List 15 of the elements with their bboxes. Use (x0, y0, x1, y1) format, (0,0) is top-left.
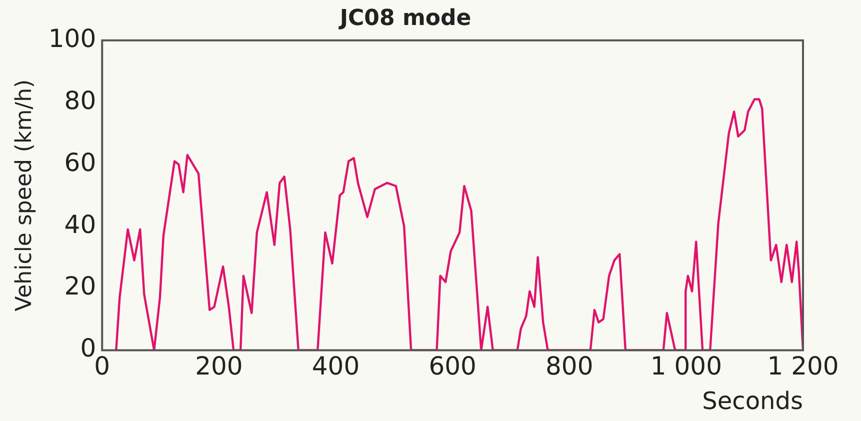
x-tick-label: 1 000 (650, 352, 722, 381)
y-tick-label: 80 (64, 86, 96, 115)
y-axis-title: Vehicle speed (km/h) (12, 79, 37, 312)
y-tick-label: 40 (64, 210, 96, 239)
x-tick-label: 400 (312, 352, 360, 381)
y-tick-label: 60 (64, 148, 96, 177)
x-tick-label: 1 200 (767, 352, 839, 381)
x-axis-title: Seconds (702, 386, 803, 415)
x-tick-label: 600 (428, 352, 476, 381)
x-tick-label: 200 (195, 352, 243, 381)
y-tick-label: 0 (80, 334, 96, 363)
y-tick-label: 100 (48, 24, 96, 53)
y-tick-label: 20 (64, 272, 96, 301)
chart-title: JC08 mode (338, 6, 472, 31)
x-tick-label: 800 (546, 352, 594, 381)
